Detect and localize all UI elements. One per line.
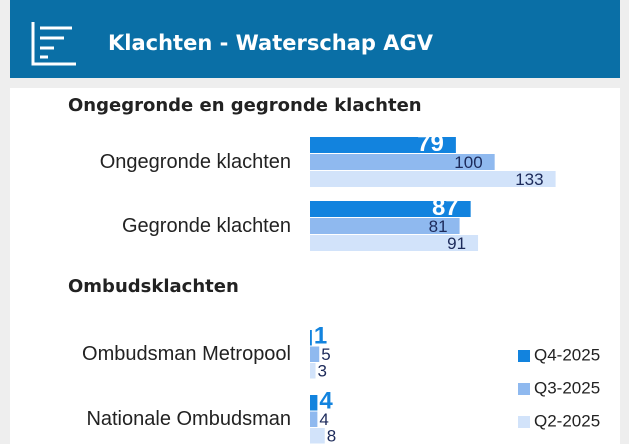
bar: [310, 346, 320, 362]
value-label: 5: [321, 345, 330, 364]
value-label: 8: [327, 427, 336, 444]
section-title: Ombudsklachten: [68, 276, 239, 297]
header-bar: [10, 0, 620, 78]
bar: [310, 201, 471, 217]
bar: [310, 235, 479, 251]
bar: [310, 137, 456, 153]
bar: [310, 330, 312, 346]
bar: [310, 363, 316, 379]
value-label: 100: [454, 153, 482, 172]
category-label: Nationale Ombudsman: [86, 408, 291, 430]
bar: [310, 218, 460, 234]
legend-label: Q4-2025: [534, 345, 600, 364]
value-label: 79: [417, 130, 444, 157]
value-label: 87: [432, 194, 459, 221]
bar: [310, 411, 318, 427]
value-label: 4: [319, 410, 328, 429]
bar: [310, 428, 325, 444]
legend-swatch: [518, 383, 530, 395]
legend-swatch: [518, 350, 530, 362]
legend-label: Q3-2025: [534, 378, 600, 397]
bar: [310, 395, 318, 411]
category-label: Gegronde klachten: [122, 215, 291, 237]
value-label: 4: [319, 388, 333, 415]
value-label: 81: [429, 217, 448, 236]
legend-label: Q2-2025: [534, 411, 600, 430]
bar: [310, 171, 556, 187]
value-label: 1: [314, 323, 327, 350]
value-label: 3: [318, 362, 327, 381]
value-label: 133: [515, 170, 543, 189]
header-title: Klachten - Waterschap AGV: [108, 31, 434, 55]
value-label: 91: [447, 234, 466, 253]
legend-swatch: [518, 416, 530, 428]
bar: [310, 154, 495, 170]
category-label: Ongegronde klachten: [100, 151, 291, 173]
section-title: Ongegronde en gegronde klachten: [68, 95, 422, 116]
header-icon: [31, 22, 76, 66]
category-label: Ombudsman Metropool: [82, 343, 291, 365]
